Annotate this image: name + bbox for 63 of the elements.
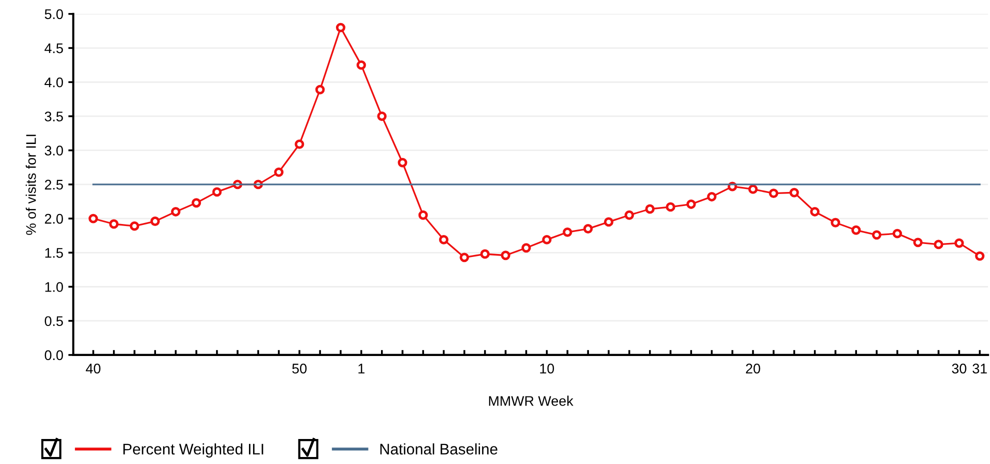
x-tick-label: 31 xyxy=(972,364,987,374)
x-tick-label: 40 xyxy=(86,364,100,374)
x-tick-label: 1 xyxy=(358,364,364,374)
point xyxy=(790,188,799,198)
point xyxy=(583,224,593,234)
point xyxy=(109,219,119,229)
point xyxy=(830,218,840,228)
point xyxy=(398,158,408,168)
point xyxy=(521,243,531,253)
y-tick-label: 5.0 xyxy=(44,9,63,20)
point xyxy=(872,230,882,240)
point xyxy=(377,112,387,121)
point xyxy=(768,188,778,198)
point xyxy=(192,198,202,208)
y-tick-label: 2.5 xyxy=(44,180,63,190)
point xyxy=(418,210,428,220)
point xyxy=(294,139,304,149)
legend-label: National Baseline xyxy=(380,443,498,455)
point xyxy=(88,214,98,224)
x-tick-label: 10 xyxy=(540,364,554,374)
point xyxy=(171,207,180,216)
x-tick-label: 20 xyxy=(746,364,760,374)
y-tick-label: 1.5 xyxy=(45,248,63,258)
point xyxy=(686,200,696,209)
point xyxy=(810,207,820,216)
point xyxy=(212,187,222,197)
y-tick-label: 2.0 xyxy=(44,214,63,224)
x-axis-title: MMWR Week xyxy=(489,396,574,406)
y-axis-title: % of visits for ILI xyxy=(26,134,36,235)
y-tick-label: 3.5 xyxy=(44,112,63,122)
legend-label: Percent Weighted ILI xyxy=(123,443,264,458)
point xyxy=(892,228,902,238)
point xyxy=(624,210,634,220)
point xyxy=(707,192,716,202)
point xyxy=(645,204,655,214)
point xyxy=(562,227,572,237)
y-tick-label: 4.5 xyxy=(44,44,63,54)
point xyxy=(480,249,490,259)
point xyxy=(274,167,284,177)
point xyxy=(666,202,676,212)
y-tick-label: 1.0 xyxy=(45,282,63,292)
y-tick-label: 0.5 xyxy=(44,316,63,326)
x-tick-label: 30 xyxy=(952,364,966,374)
point xyxy=(130,221,140,231)
x-tick-label: 50 xyxy=(292,364,307,374)
point xyxy=(851,225,861,235)
y-tick-label: 0.0 xyxy=(44,350,63,360)
point xyxy=(356,60,366,70)
point xyxy=(439,234,448,244)
point xyxy=(975,251,984,261)
point xyxy=(500,250,510,260)
point xyxy=(934,240,944,250)
point xyxy=(954,238,964,248)
point xyxy=(150,216,160,226)
point xyxy=(460,252,470,262)
point xyxy=(542,234,552,244)
point xyxy=(315,84,325,94)
point xyxy=(913,238,923,248)
y-tick-label: 4.0 xyxy=(44,77,63,88)
point xyxy=(748,184,758,194)
point xyxy=(604,217,614,227)
y-tick-label: 3.0 xyxy=(44,146,63,156)
point xyxy=(336,22,346,32)
